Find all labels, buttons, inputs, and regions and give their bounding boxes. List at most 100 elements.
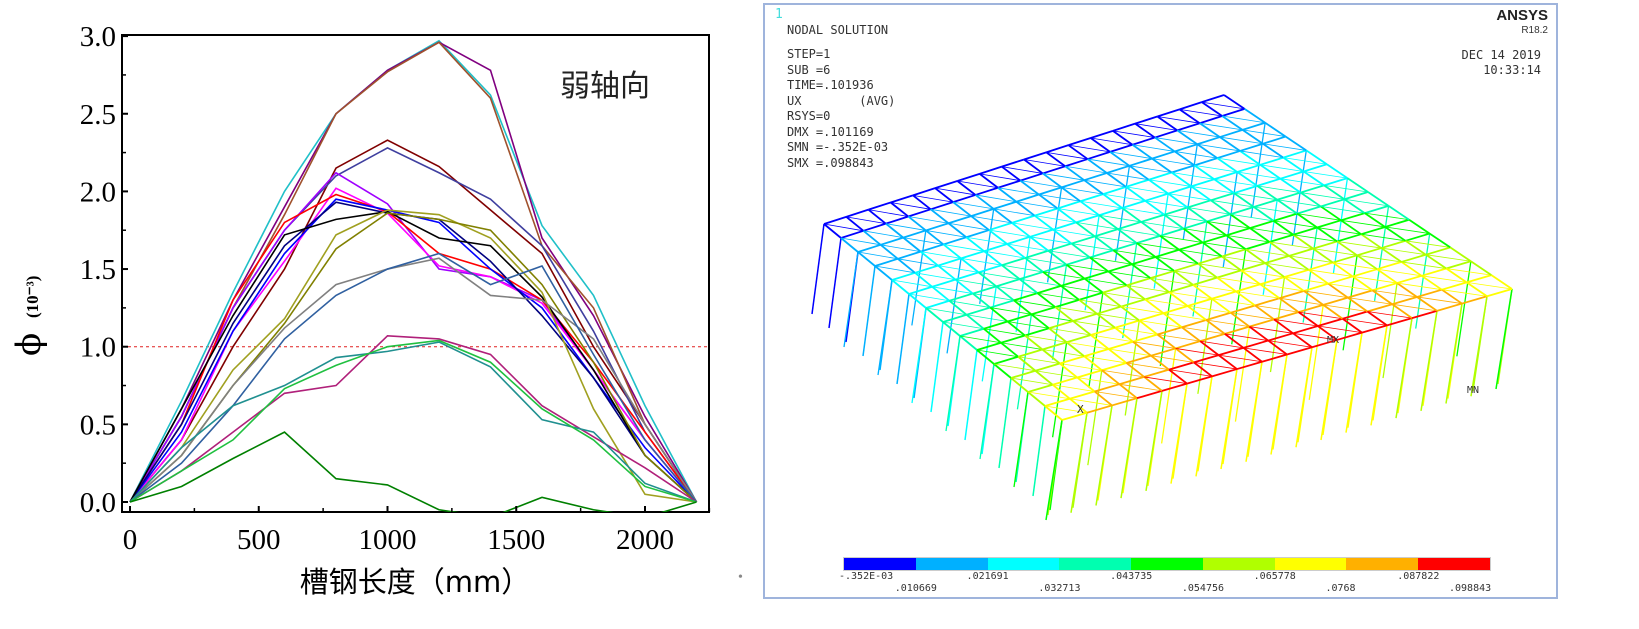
- roof-member: [1001, 165, 1021, 182]
- roof-member: [1070, 242, 1091, 259]
- roof-diagonal: [1094, 235, 1137, 244]
- roof-diagonal: [966, 236, 1008, 245]
- roof-member: [1036, 292, 1056, 308]
- roof-member: [1015, 201, 1036, 217]
- roof-member: [1119, 376, 1145, 386]
- roof-member: [1112, 130, 1133, 146]
- roof-member: [1223, 94, 1246, 110]
- legend-label: .032713: [1038, 583, 1081, 594]
- roof-member: [1381, 239, 1406, 249]
- roof-member: [1156, 333, 1177, 350]
- roof-member: [1278, 297, 1300, 313]
- series-line-s15: [129, 252, 698, 503]
- roof-member: [1143, 376, 1163, 392]
- roof-member: [1317, 325, 1338, 341]
- roof-member: [1236, 163, 1261, 173]
- roof-member: [1254, 297, 1280, 307]
- roof-member: [1096, 313, 1116, 329]
- time: 10:33:14: [1483, 63, 1541, 77]
- roof-diagonal: [1010, 377, 1053, 386]
- roof-member: [947, 222, 967, 238]
- roof-member: [1273, 220, 1294, 236]
- roof-member: [1421, 275, 1443, 291]
- roof-diagonal: [1072, 320, 1116, 329]
- y-tick-label: 1.0: [80, 332, 116, 364]
- info-line: SMX =.098843: [787, 155, 874, 170]
- roof-member: [1173, 270, 1194, 286]
- column: [1145, 390, 1163, 492]
- roof-diagonal: [1240, 150, 1284, 159]
- roof-diagonal: [990, 307, 1032, 315]
- axis-x-label: X: [1077, 403, 1084, 416]
- roof-diagonal: [908, 293, 950, 302]
- roof-member: [1045, 151, 1066, 167]
- roof-member: [1048, 327, 1068, 343]
- column: [1308, 304, 1324, 400]
- roof-member: [1178, 241, 1203, 251]
- roof-member: [1316, 219, 1342, 229]
- roof-member: [1441, 288, 1463, 305]
- roof-member: [1199, 333, 1226, 343]
- roof-member: [1128, 165, 1150, 181]
- roof-diagonal: [914, 272, 956, 280]
- roof-diagonal: [1042, 349, 1085, 357]
- roof-diagonal: [983, 250, 1026, 259]
- roof-member: [1445, 267, 1468, 284]
- roof-member: [1042, 263, 1067, 273]
- roof-member: [1167, 185, 1192, 195]
- roof-member: [1129, 157, 1153, 167]
- roof-member: [1264, 255, 1290, 265]
- roof-member: [942, 313, 967, 323]
- roof-member: [983, 250, 1003, 266]
- roof-member: [845, 208, 869, 218]
- roof-member: [868, 201, 891, 211]
- roof-diagonal: [1249, 227, 1294, 236]
- roof-member: [1249, 227, 1271, 243]
- roof-member: [1044, 405, 1063, 421]
- legend-label: .065778: [1253, 571, 1296, 582]
- roof-member: [949, 292, 974, 302]
- column: [862, 265, 876, 357]
- roof-member: [1221, 248, 1246, 258]
- roof-member: [1317, 317, 1343, 327]
- series-line-s14: [129, 257, 698, 503]
- roof-diagonal: [1108, 271, 1151, 279]
- roof-diagonal: [1211, 298, 1256, 306]
- roof-member: [995, 285, 1015, 302]
- roof-member: [1194, 157, 1218, 167]
- roof-member: [954, 278, 974, 295]
- roof-member: [857, 243, 881, 253]
- roof-member: [943, 236, 967, 246]
- roof-diagonal: [971, 215, 1012, 224]
- roof-diagonal: [1279, 297, 1324, 306]
- roof-member: [1336, 240, 1358, 257]
- roof-member: [1288, 247, 1314, 257]
- roof-member: [1066, 341, 1085, 357]
- roof-member: [925, 229, 945, 246]
- roof-diagonal: [989, 229, 1031, 238]
- series-line-s12: [129, 209, 697, 503]
- column: [1088, 292, 1104, 388]
- column: [1270, 354, 1288, 455]
- roof-diagonal: [957, 180, 999, 189]
- roof-member: [1067, 144, 1089, 160]
- roof-member: [1421, 267, 1447, 277]
- roof-member: [1260, 276, 1285, 286]
- roof-diagonal: [1126, 284, 1170, 293]
- roof-diagonal: [949, 300, 991, 308]
- roof-member: [1210, 192, 1235, 202]
- roof-member: [1010, 377, 1029, 393]
- roof-member: [1109, 143, 1133, 153]
- roof-member: [1411, 309, 1438, 319]
- roof-member: [1066, 334, 1092, 344]
- roof-member: [1094, 228, 1119, 238]
- ansys-logo: ANSYS: [1496, 7, 1548, 24]
- roof-member: [925, 222, 949, 232]
- roof-diagonal: [1262, 143, 1307, 151]
- series-line-s19: [129, 431, 697, 512]
- roof-member: [1201, 101, 1223, 117]
- roof-member: [1108, 340, 1134, 350]
- roof-member: [1059, 362, 1078, 379]
- roof-diagonal: [1090, 334, 1134, 343]
- column: [979, 363, 995, 460]
